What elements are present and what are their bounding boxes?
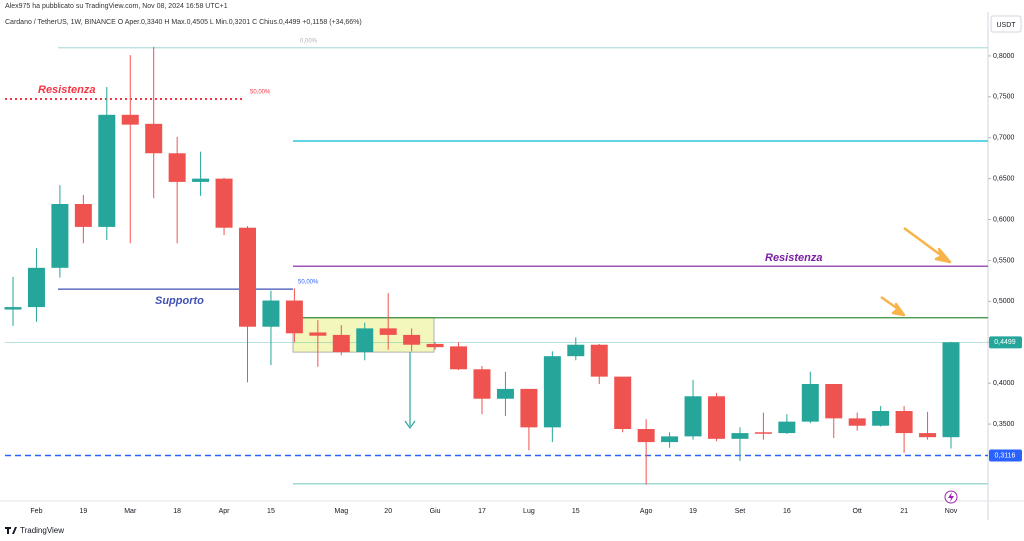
- candle-body: [754, 432, 772, 434]
- candle-body: [520, 388, 538, 428]
- candle-body: [567, 344, 585, 357]
- candle-body: [895, 411, 913, 434]
- candle-body: [614, 376, 632, 429]
- x-tick-label: Mar: [124, 508, 137, 515]
- x-tick-label: Nov: [945, 508, 958, 515]
- candle-body: [27, 267, 45, 308]
- annotation-label: Resistenza: [38, 84, 95, 96]
- candle-body: [356, 328, 374, 353]
- x-tick-label: 16: [783, 508, 791, 515]
- candle-body: [590, 344, 608, 377]
- x-tick-label: Ago: [640, 508, 653, 515]
- x-tick-label: Feb: [30, 508, 42, 515]
- candle-body: [450, 346, 468, 370]
- y-tick-label: 0,5000: [993, 298, 1015, 305]
- candle-body: [239, 227, 256, 327]
- candle-body: [403, 334, 421, 345]
- candle-body: [215, 178, 233, 228]
- candle-body: [919, 433, 937, 438]
- currency-box[interactable]: [990, 15, 1022, 33]
- y-tick-label: 0,3500: [993, 421, 1015, 428]
- candle-body: [4, 307, 22, 310]
- candle-body: [309, 332, 327, 336]
- candle-body: [121, 114, 139, 125]
- price-tag: [989, 449, 1022, 462]
- y-tick-label: 0,7500: [993, 94, 1015, 101]
- annotation-label: 50,00%: [298, 280, 319, 286]
- candle-body: [332, 334, 350, 353]
- candle-body: [942, 342, 960, 438]
- author-line: Alex975 ha pubblicato su TradingView.com…: [5, 3, 228, 10]
- currency: USDT: [996, 22, 1016, 29]
- y-tick-label: 0,4000: [993, 380, 1015, 387]
- flash-icon[interactable]: [944, 490, 958, 504]
- footer: TradingView: [20, 526, 64, 535]
- candle-body: [684, 396, 702, 437]
- candle-body: [637, 429, 655, 443]
- candle-body: [192, 178, 210, 182]
- annotation-label: 0,00%: [300, 39, 318, 45]
- candle-body: [778, 421, 796, 434]
- candle-body: [74, 204, 92, 227]
- price-tag-label: 0,3116: [995, 452, 1016, 459]
- candle-body: [731, 433, 749, 439]
- candle-body: [825, 384, 843, 419]
- x-tick-label: Lug: [523, 508, 535, 515]
- price-tag: [989, 336, 1022, 349]
- x-tick-label: 21: [900, 508, 908, 515]
- candle-body: [98, 114, 116, 227]
- candle-body: [285, 300, 303, 334]
- annotation-arrows: [404, 226, 952, 430]
- candle-body: [543, 356, 561, 428]
- x-tick-label: Ott: [853, 508, 862, 515]
- footer-logo: [5, 527, 17, 534]
- candle-body: [708, 396, 725, 439]
- candle-body: [379, 328, 397, 335]
- candle-body: [51, 204, 69, 268]
- candle-body: [496, 388, 514, 399]
- candle-body: [661, 436, 679, 443]
- candle-body: [426, 343, 444, 348]
- x-tick-label: 15: [572, 508, 580, 515]
- y-tick-label: 0,7000: [993, 135, 1015, 142]
- symbol-line: Cardano / TetherUS, 1W, BINANCE O Aper.0…: [5, 19, 362, 26]
- candle-body: [168, 153, 186, 182]
- annotation-label: Supporto: [155, 295, 204, 307]
- candle-body: [262, 300, 280, 327]
- y-tick-label: 0,8000: [993, 53, 1015, 60]
- candle-body: [848, 418, 866, 426]
- x-tick-label: Mag: [334, 508, 348, 515]
- x-tick-label: 20: [384, 508, 392, 515]
- price-tag-label: 0,4499: [994, 339, 1016, 346]
- x-tick-label: 19: [689, 508, 697, 515]
- x-tick-label: Giu: [430, 508, 441, 515]
- x-tick-label: 15: [267, 508, 275, 515]
- annotation-label: Resistenza: [765, 252, 822, 264]
- x-tick-label: 17: [478, 508, 486, 515]
- x-tick-label: Set: [735, 508, 746, 515]
- candle-body: [473, 369, 491, 399]
- y-tick-label: 0,5500: [993, 257, 1015, 264]
- y-tick-label: 0,6500: [993, 175, 1015, 182]
- annotation-label: 50,00%: [250, 90, 271, 96]
- candle-body: [872, 411, 890, 426]
- x-tick-label: 18: [173, 508, 181, 515]
- candle-body: [145, 123, 163, 154]
- x-tick-label: 19: [79, 508, 87, 515]
- x-tick-label: Apr: [219, 508, 231, 515]
- y-tick-label: 0,6000: [993, 216, 1015, 223]
- candle-body: [801, 384, 819, 422]
